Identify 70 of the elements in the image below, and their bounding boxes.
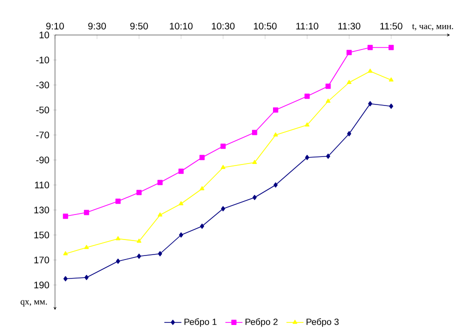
y-tick-label: 150 (34, 232, 50, 238)
x-tick-label: 10:50 (254, 22, 277, 30)
point (158, 212, 162, 216)
point (179, 232, 184, 238)
point (368, 44, 373, 50)
point (274, 182, 278, 188)
point (347, 131, 352, 136)
point (178, 168, 184, 174)
y-tick-label: -70 (36, 132, 50, 138)
point (346, 50, 352, 56)
y-tick-label: 10 (40, 32, 50, 38)
point (200, 186, 204, 190)
y-tick-label: -30 (36, 82, 50, 88)
point (136, 238, 142, 243)
point (326, 98, 330, 103)
legend-label: Ребро 2 (246, 318, 278, 327)
y-tick-label: -90 (36, 156, 50, 164)
point (304, 94, 310, 99)
point (220, 144, 226, 149)
point (326, 84, 331, 89)
point (115, 198, 121, 204)
point (158, 251, 162, 256)
point (84, 210, 90, 216)
y-tick-label: -50 (36, 106, 50, 114)
point (273, 107, 278, 113)
point (388, 77, 394, 82)
point (116, 258, 120, 264)
point (136, 190, 142, 196)
point (116, 236, 120, 240)
point (346, 80, 352, 84)
point (136, 254, 142, 259)
y-tick-label: 130 (34, 206, 50, 214)
point (305, 154, 310, 160)
point (200, 224, 204, 229)
point (84, 274, 89, 280)
point (84, 244, 89, 249)
x-tick-label: 9:30 (88, 22, 106, 30)
y-tick-label: 170 (34, 256, 50, 264)
point (389, 104, 394, 109)
y-tick-label: -10 (36, 56, 50, 64)
y-tick-label: 190 (34, 282, 50, 288)
x-tick-label: 10:10 (170, 22, 193, 30)
y-tick-label: 110 (35, 182, 50, 188)
point (273, 132, 278, 136)
point (388, 44, 394, 50)
x-tick-label: 11:50 (380, 22, 402, 30)
legend-label: Ребро 3 (306, 318, 339, 327)
x-tick-label: 11:10 (296, 22, 318, 30)
point (368, 101, 372, 106)
point (63, 276, 68, 282)
point (220, 164, 226, 169)
point (252, 160, 257, 164)
point (199, 154, 205, 160)
x-tick-label: 10:30 (212, 22, 235, 30)
point (326, 154, 330, 159)
point (252, 194, 257, 200)
point (157, 180, 163, 186)
point (62, 214, 68, 219)
point (178, 201, 184, 206)
point (368, 68, 372, 73)
x-tick-label: 11:30 (338, 22, 360, 30)
legend-label: Ребро 1 (184, 318, 217, 327)
point (252, 130, 258, 136)
x-axis-title: t, час, мин. (412, 24, 454, 30)
point (221, 206, 226, 212)
y-axis-title: qx, мм. (20, 300, 47, 306)
x-tick-label: 9:10 (46, 22, 64, 30)
point (304, 122, 310, 126)
point (63, 251, 68, 256)
x-tick-label: 9:50 (130, 22, 148, 30)
